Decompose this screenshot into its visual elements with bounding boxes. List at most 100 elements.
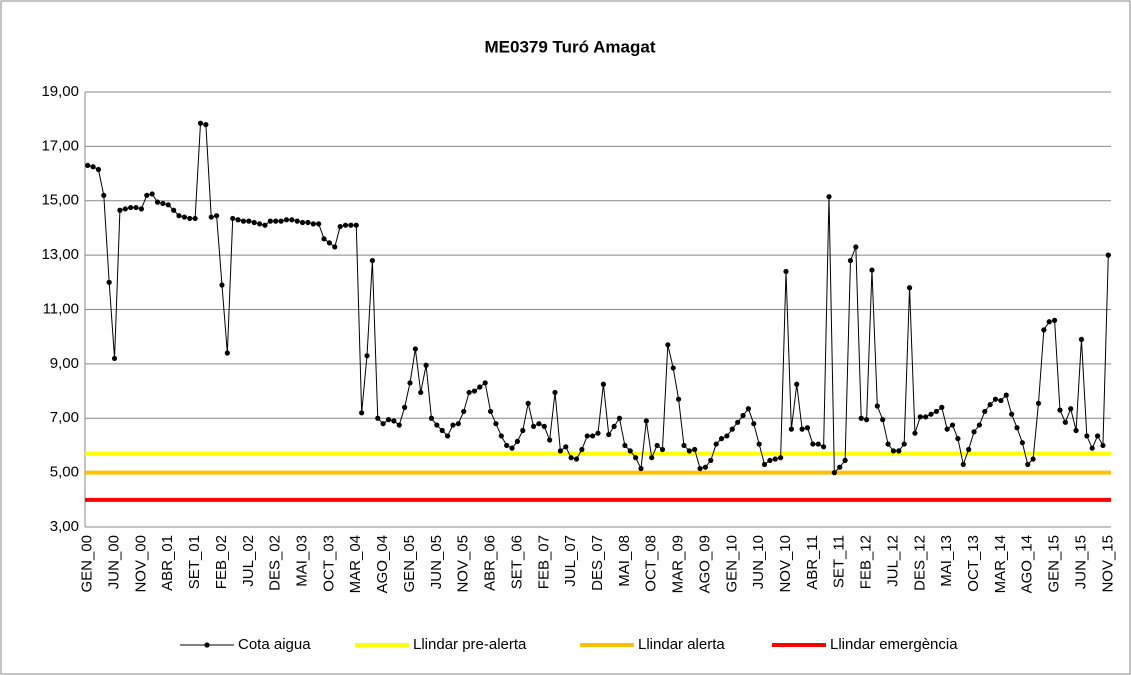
data-point — [450, 422, 456, 428]
data-point — [1041, 327, 1047, 333]
data-point — [1078, 336, 1085, 343]
data-point — [563, 444, 569, 450]
x-tick-label: FEB_12 — [858, 535, 875, 589]
data-point — [767, 457, 773, 463]
data-point — [407, 380, 413, 386]
data-point — [863, 417, 870, 423]
data-point — [1030, 456, 1036, 462]
data-point — [826, 194, 832, 200]
data-point — [788, 426, 794, 432]
data-point — [299, 219, 306, 226]
data-point — [514, 438, 521, 444]
data-point — [761, 461, 768, 468]
data-point — [364, 353, 370, 359]
data-point — [380, 421, 386, 427]
x-tick-label: SET_11 — [831, 535, 848, 588]
data-point — [256, 221, 263, 227]
data-point — [1100, 442, 1106, 449]
y-tick-label: 11,00 — [43, 300, 79, 317]
data-point — [853, 244, 859, 250]
x-tick-label: OCT_13 — [965, 535, 982, 592]
data-point — [369, 257, 375, 264]
data-point — [1046, 319, 1052, 325]
data-point — [939, 404, 945, 410]
data-point — [412, 346, 418, 352]
data-point — [337, 223, 343, 230]
data-point — [106, 279, 112, 285]
data-point — [906, 285, 913, 291]
data-point — [122, 206, 128, 212]
data-point — [670, 365, 676, 371]
data-point — [273, 218, 279, 224]
data-point — [928, 411, 934, 417]
data-point — [821, 444, 827, 450]
data-point — [262, 222, 268, 228]
data-point — [160, 200, 166, 207]
data-point — [745, 406, 752, 412]
data-point — [192, 215, 198, 222]
data-point — [590, 433, 596, 439]
data-point — [385, 417, 392, 423]
x-tick-label: MAR_09 — [670, 535, 687, 593]
data-point — [235, 217, 241, 223]
x-tick-label: OCT_03 — [320, 535, 337, 592]
data-point — [240, 218, 247, 224]
data-point — [520, 427, 526, 434]
data-point — [633, 455, 639, 461]
data-point — [434, 422, 440, 428]
data-point — [842, 457, 848, 463]
data-point — [208, 214, 214, 220]
data-point — [117, 207, 123, 213]
data-point — [735, 419, 741, 425]
data-point — [246, 218, 252, 224]
data-point — [923, 414, 929, 420]
data-point — [756, 441, 762, 447]
data-point — [144, 192, 150, 198]
data-point — [665, 342, 671, 348]
x-tick-label: SET_06 — [508, 535, 525, 589]
data-point — [778, 455, 784, 461]
data-point — [171, 207, 177, 213]
data-point — [90, 164, 96, 170]
data-point — [912, 430, 918, 436]
y-tick-label: 7,00 — [50, 409, 79, 426]
data-point — [547, 437, 553, 443]
data-point — [692, 446, 698, 453]
data-point — [181, 214, 187, 220]
data-point — [874, 403, 880, 409]
data-point — [675, 396, 682, 402]
data-point — [697, 465, 703, 472]
data-point — [713, 441, 719, 447]
data-point — [681, 442, 687, 449]
data-point — [316, 221, 322, 227]
data-point — [622, 442, 628, 449]
x-tick-label: ABR_06 — [482, 535, 499, 591]
data-point — [794, 381, 800, 387]
data-point — [1084, 433, 1090, 439]
data-point — [504, 442, 510, 449]
data-point — [643, 418, 649, 424]
y-tick-label: 19,00 — [41, 83, 79, 100]
x-tick-label: NOV_05 — [455, 535, 472, 593]
data-point — [294, 218, 300, 224]
x-tick-label: GEN_10 — [723, 535, 740, 593]
data-point — [751, 421, 757, 427]
data-point — [251, 219, 257, 226]
x-tick-label: GEN_00 — [79, 535, 96, 593]
chart-title: ME0379 Turó Amagat — [485, 37, 656, 56]
data-point — [568, 455, 574, 461]
data-point — [224, 350, 230, 356]
x-tick-label: NOV_10 — [777, 535, 794, 593]
x-tick-label: GEN_15 — [1046, 535, 1063, 593]
x-tick-label: AGO_04 — [374, 535, 391, 593]
data-point — [783, 268, 789, 275]
data-point — [917, 414, 923, 420]
data-point — [831, 470, 837, 476]
data-point — [187, 215, 193, 222]
x-tick-label: JUL_02 — [240, 535, 257, 587]
x-tick-label: DES_12 — [911, 535, 928, 591]
data-point — [600, 381, 606, 387]
data-point — [455, 421, 461, 427]
data-point — [880, 417, 886, 423]
legend-label: Llindar alerta — [638, 636, 725, 653]
